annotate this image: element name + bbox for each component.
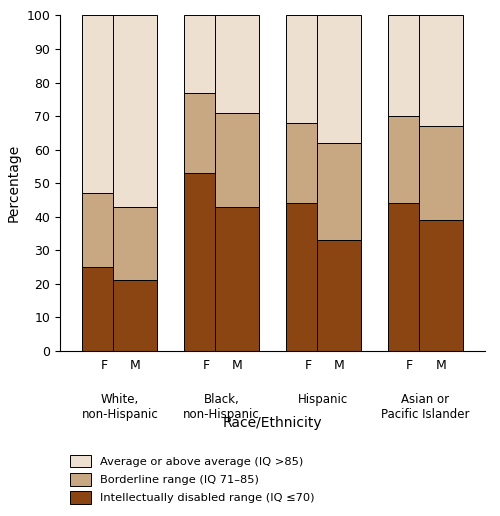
Bar — [82, 15, 126, 193]
Bar — [388, 116, 432, 203]
Y-axis label: Percentage: Percentage — [7, 144, 21, 222]
Bar — [184, 15, 228, 92]
Bar — [388, 203, 432, 351]
Bar — [286, 15, 330, 123]
Bar — [418, 126, 463, 220]
Bar — [215, 207, 259, 351]
Text: Hispanic: Hispanic — [298, 393, 348, 406]
Bar — [317, 240, 361, 351]
Bar — [286, 123, 330, 203]
Bar — [113, 280, 158, 351]
Bar — [113, 206, 158, 280]
Text: Black,
non-Hispanic: Black, non-Hispanic — [183, 393, 260, 421]
Bar — [286, 203, 330, 351]
Bar — [184, 93, 228, 173]
Bar — [215, 15, 259, 113]
Bar — [388, 15, 432, 116]
Bar — [184, 173, 228, 351]
Bar — [317, 15, 361, 143]
X-axis label: Race/Ethnicity: Race/Ethnicity — [222, 416, 322, 430]
Bar — [82, 193, 126, 267]
Text: Asian or
Pacific Islander: Asian or Pacific Islander — [381, 393, 470, 421]
Text: White,
non-Hispanic: White, non-Hispanic — [82, 393, 158, 421]
Legend: Average or above average (IQ >85), Borderline range (IQ 71–85), Intellectually d: Average or above average (IQ >85), Borde… — [66, 450, 319, 508]
Bar — [317, 143, 361, 240]
Bar — [113, 15, 158, 207]
Bar — [82, 267, 126, 351]
Bar — [418, 220, 463, 351]
Bar — [418, 15, 463, 126]
Bar — [215, 113, 259, 207]
